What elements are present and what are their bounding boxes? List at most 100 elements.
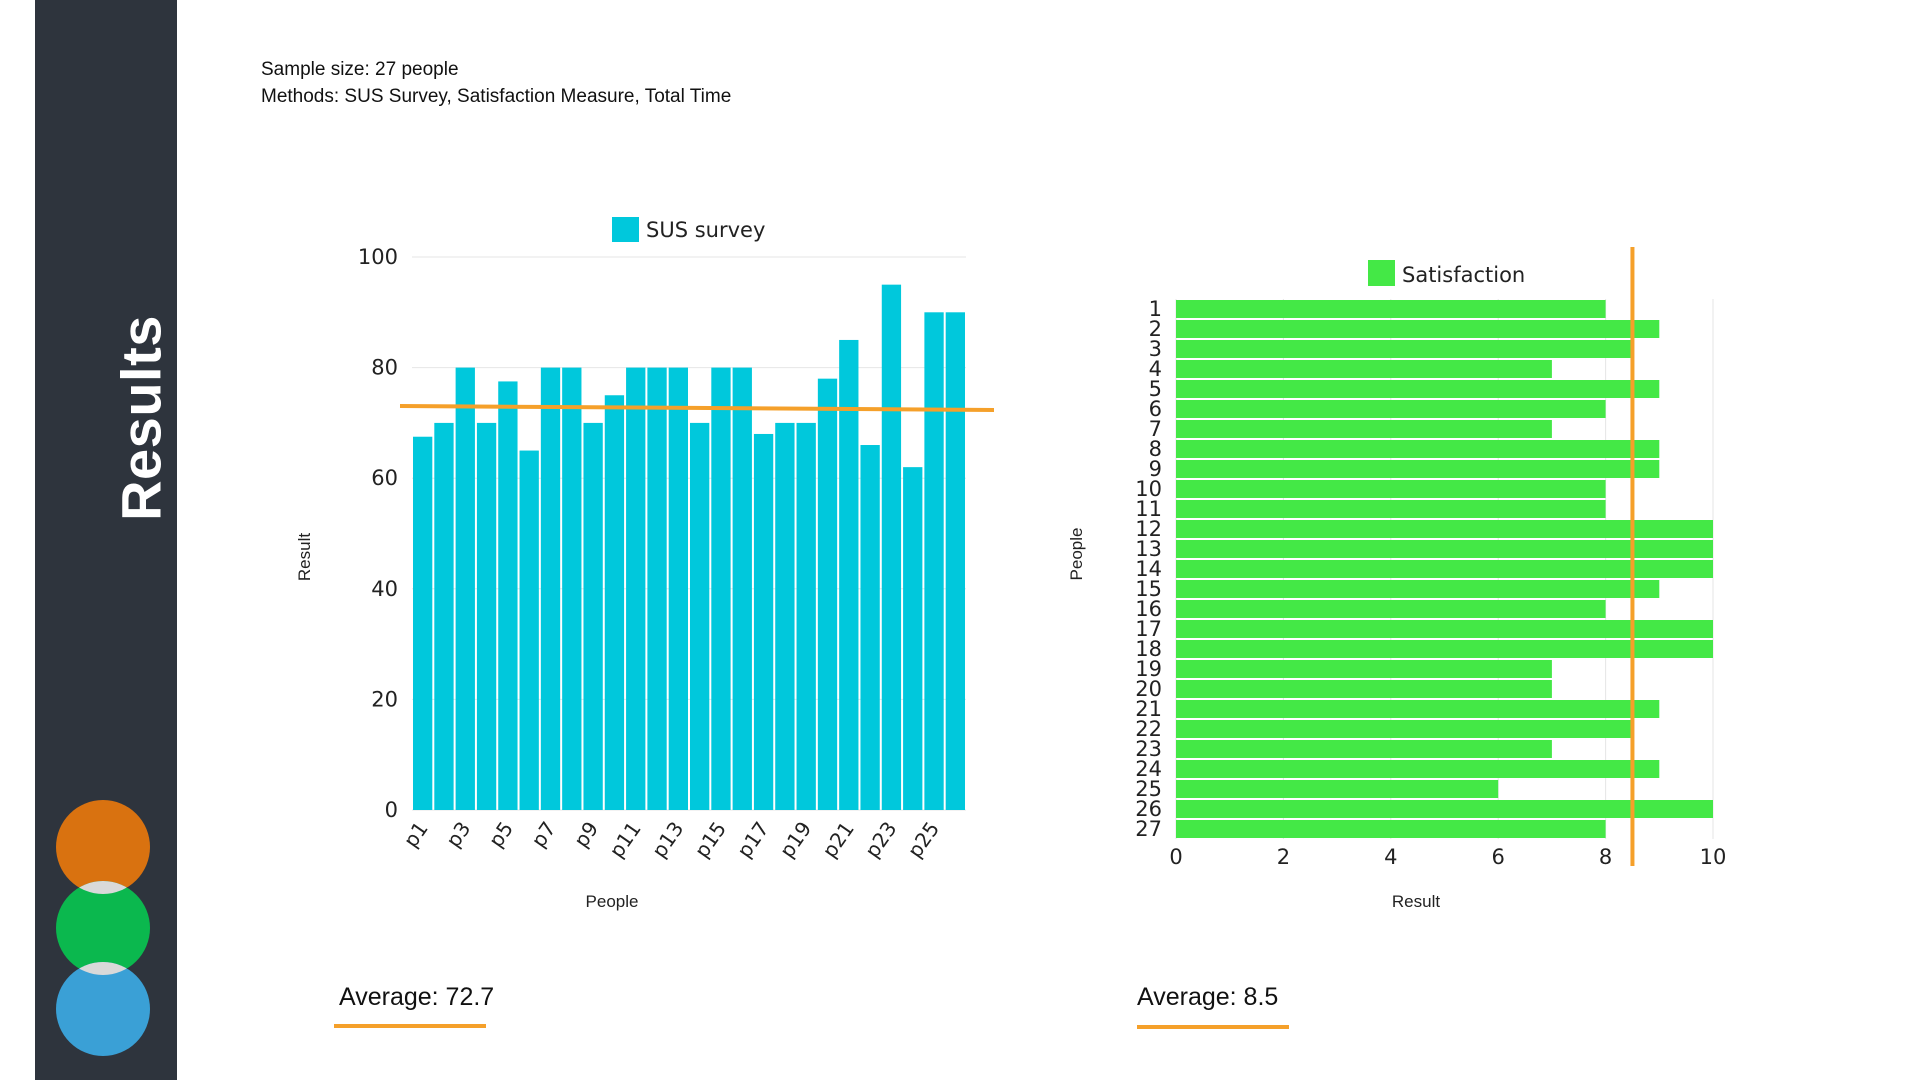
sat-bar-26 <box>1176 800 1713 818</box>
decorative-circle-orange <box>56 800 150 894</box>
sat-y-tick-label: 22 <box>1135 717 1162 741</box>
sus-bar-p15 <box>711 367 731 810</box>
sat-y-tick-label: 10 <box>1135 477 1162 501</box>
sus-average-label: Average: 72.7 <box>339 983 495 1011</box>
sat-bar-22 <box>1176 720 1633 738</box>
sat-legend-swatch <box>1368 260 1395 286</box>
sat-y-tick-label: 4 <box>1149 357 1162 381</box>
sat-x-axis-label: Result <box>1392 892 1440 911</box>
sus-bar-p5 <box>498 381 518 810</box>
sat-y-tick-label: 19 <box>1135 657 1162 681</box>
sat-y-tick-label: 2 <box>1149 317 1162 341</box>
sat-bar-27 <box>1176 820 1606 838</box>
sat-y-axis-label: People <box>1067 528 1086 581</box>
satisfaction-average-underline <box>1137 1025 1289 1029</box>
sat-bar-16 <box>1176 600 1606 618</box>
sus-bar-p9 <box>583 422 603 810</box>
sat-legend-label: Satisfaction <box>1402 263 1525 287</box>
sat-bar-10 <box>1176 480 1606 498</box>
sus-bar-p24 <box>903 467 923 810</box>
sat-bar-19 <box>1176 660 1552 678</box>
sus-bar-p11 <box>626 367 646 810</box>
sat-y-tick-label: 25 <box>1135 777 1162 801</box>
sus-bar-p4 <box>476 422 497 810</box>
sus-y-tick-label: 20 <box>371 687 398 711</box>
sat-x-tick-label: 2 <box>1277 845 1290 869</box>
methods-text: Methods: SUS Survey, Satisfaction Measur… <box>261 86 732 107</box>
sus-bar-p2 <box>434 422 454 810</box>
sus-bar-p17 <box>753 433 774 810</box>
sus-bar-p10 <box>604 395 625 810</box>
sus-legend-label: SUS survey <box>646 218 765 242</box>
sat-bar-3 <box>1176 340 1633 358</box>
sat-x-tick-label: 0 <box>1169 845 1182 869</box>
sat-x-tick-label: 6 <box>1492 845 1505 869</box>
sat-x-tick-label: 8 <box>1599 845 1612 869</box>
sat-y-tick-label: 12 <box>1135 517 1162 541</box>
decorative-circle-blue <box>56 962 150 1056</box>
sat-bar-1 <box>1176 300 1606 318</box>
sat-y-tick-label: 21 <box>1135 697 1162 721</box>
satisfaction-average-label: Average: 8.5 <box>1137 983 1279 1011</box>
sat-bar-7 <box>1176 420 1552 438</box>
decorative-circle-green <box>56 881 150 975</box>
sat-y-tick-label: 15 <box>1135 577 1162 601</box>
sus-bar-p14 <box>690 422 710 810</box>
sat-y-tick-label: 26 <box>1135 797 1162 821</box>
sat-y-tick-label: 6 <box>1149 397 1162 421</box>
sus-y-tick-label: 60 <box>371 466 398 490</box>
sample-size-text: Sample size: 27 people <box>261 59 459 80</box>
sat-bar-24 <box>1176 760 1660 778</box>
sat-bar-2 <box>1176 320 1660 338</box>
sat-bar-21 <box>1176 700 1660 718</box>
sat-bar-20 <box>1176 680 1552 698</box>
sus-bar-p25 <box>924 312 944 810</box>
sat-bar-11 <box>1176 500 1606 518</box>
sat-y-tick-label: 3 <box>1149 337 1162 361</box>
sat-bar-5 <box>1176 380 1660 398</box>
sat-y-tick-label: 20 <box>1135 677 1162 701</box>
sus-bar-p21 <box>839 339 859 810</box>
sus-bar-p12 <box>647 367 667 810</box>
sat-bar-13 <box>1176 540 1713 558</box>
sat-bar-12 <box>1176 520 1713 538</box>
sus-bar-p13 <box>668 367 688 810</box>
sus-legend-swatch <box>612 217 639 242</box>
sus-bar-p3 <box>455 367 475 810</box>
sus-bar-p7 <box>540 367 561 810</box>
sus-y-tick-label: 40 <box>371 577 398 601</box>
sus-bar-p20 <box>817 378 838 810</box>
sat-y-tick-label: 14 <box>1135 557 1162 581</box>
sus-bar-p1 <box>413 436 433 810</box>
sus-average-underline <box>334 1024 486 1028</box>
sat-y-tick-label: 16 <box>1135 597 1162 621</box>
sat-y-tick-label: 11 <box>1135 497 1162 521</box>
sat-y-tick-label: 7 <box>1149 417 1162 441</box>
sat-y-tick-label: 24 <box>1135 757 1162 781</box>
sat-bar-17 <box>1176 620 1713 638</box>
sat-bar-25 <box>1176 780 1499 798</box>
sat-bar-6 <box>1176 400 1606 418</box>
sus-x-axis-label: People <box>586 892 639 911</box>
sus-y-tick-label: 100 <box>358 245 398 269</box>
sus-y-tick-label: 80 <box>371 356 398 380</box>
sat-bar-4 <box>1176 360 1552 378</box>
sus-y-tick-label: 0 <box>385 798 398 822</box>
sat-y-tick-label: 23 <box>1135 737 1162 761</box>
sat-bar-14 <box>1176 560 1713 578</box>
sus-bar-p19 <box>796 422 816 810</box>
sat-bar-18 <box>1176 640 1713 658</box>
sat-y-tick-label: 27 <box>1135 817 1162 841</box>
sus-bar-p18 <box>775 422 795 810</box>
sat-y-tick-label: 5 <box>1149 377 1162 401</box>
sus-bar-p6 <box>519 450 539 810</box>
sat-bar-23 <box>1176 740 1552 758</box>
sus-bar-p8 <box>562 367 582 810</box>
sat-x-tick-label: 4 <box>1384 845 1397 869</box>
sus-bar-p26 <box>945 312 965 810</box>
sus-average-line <box>399 403 995 412</box>
sat-y-tick-label: 8 <box>1149 437 1162 461</box>
sat-bar-8 <box>1176 440 1660 458</box>
